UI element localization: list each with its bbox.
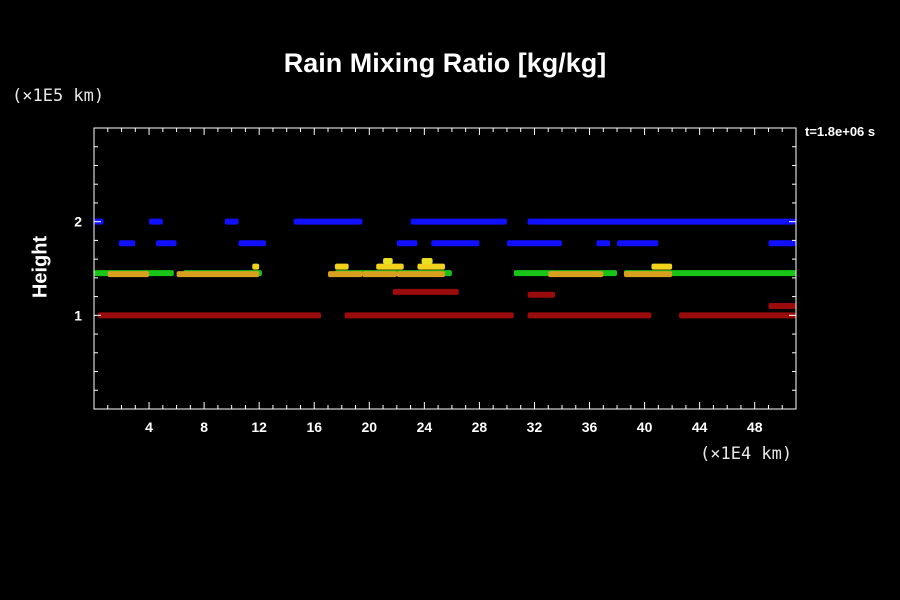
x-tick-label: 4 (145, 419, 153, 435)
plot-frame (93, 127, 797, 410)
band-6-3 (679, 312, 796, 319)
band-4-0 (252, 263, 260, 270)
band-4-1 (334, 263, 349, 270)
band-6-1 (344, 312, 514, 319)
x-tick-label: 28 (472, 419, 488, 435)
band-0-3 (293, 218, 363, 225)
band-0-5 (527, 218, 796, 225)
x-tick-label: 8 (200, 419, 208, 435)
band-1-6 (596, 240, 611, 247)
band-3-0 (107, 271, 150, 278)
band-0-2 (224, 218, 239, 225)
x-tick-label: 32 (527, 419, 543, 435)
band-6-0 (98, 312, 322, 319)
x-tick-label: 48 (747, 419, 763, 435)
y-axis-unit: (×1E5 km) (12, 86, 105, 106)
band-1-3 (396, 240, 418, 247)
band-3-2 (328, 271, 363, 278)
band-1-1 (155, 240, 177, 247)
x-tick-label: 12 (251, 419, 267, 435)
time-annotation: t=1.8e+06 s (805, 124, 876, 139)
x-tick-label: 44 (692, 419, 708, 435)
data-layer (94, 218, 796, 319)
band-5-1 (421, 258, 433, 265)
x-tick-label: 16 (306, 419, 322, 435)
band-3-1 (176, 271, 260, 278)
band-4-3 (417, 263, 445, 270)
band-8-0 (527, 291, 556, 298)
x-tick-label: 36 (582, 419, 598, 435)
band-7-0 (392, 288, 459, 295)
band-1-0 (118, 240, 136, 247)
y-tick-label: 1 (74, 307, 82, 323)
band-0-4 (410, 218, 507, 225)
band-5-0 (383, 258, 393, 265)
band-3-4 (396, 271, 445, 278)
band-1-2 (238, 240, 267, 247)
band-9-0 (768, 302, 796, 309)
band-1-8 (768, 240, 796, 247)
band-4-2 (376, 263, 404, 270)
band-1-5 (506, 240, 562, 247)
y-tick-label: 2 (74, 214, 82, 230)
band-3-3 (362, 271, 397, 278)
chart-title: Rain Mixing Ratio [kg/kg] (283, 48, 607, 78)
band-1-7 (617, 240, 659, 247)
x-axis-unit: (×1E4 km) (700, 444, 793, 464)
band-4-4 (651, 263, 673, 270)
x-tick-label: 24 (417, 419, 433, 435)
band-0-1 (149, 218, 163, 225)
band-6-2 (527, 312, 652, 319)
x-tick-label: 40 (637, 419, 653, 435)
band-1-4 (431, 240, 480, 247)
band-3-5 (548, 271, 604, 278)
x-tick-label: 20 (362, 419, 378, 435)
band-3-6 (623, 271, 673, 278)
